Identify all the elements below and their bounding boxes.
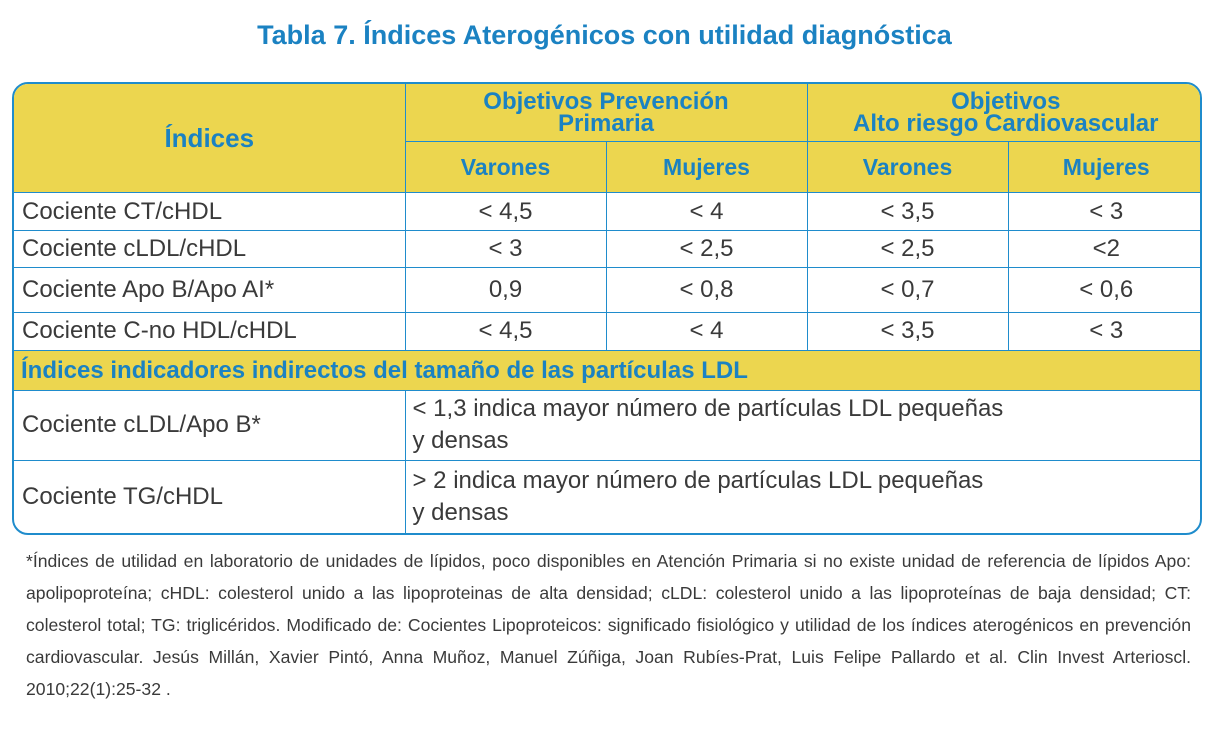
cell-value: < 0,8 xyxy=(605,267,808,313)
cell-value: < 2,5 xyxy=(806,229,1009,269)
cell-value: <2 xyxy=(1007,229,1200,269)
header-group2-line1: Objetivos xyxy=(951,87,1061,115)
table-row: Cociente TG/cHDL > 2 indica mayor número… xyxy=(14,459,1200,533)
row-description: < 1,3 indica mayor número de partículas … xyxy=(404,390,1200,461)
cell-value: 0,9 xyxy=(404,267,607,313)
row-description: > 2 indica mayor número de partículas LD… xyxy=(404,459,1200,533)
cell-value: < 0,7 xyxy=(806,267,1009,313)
cell-value: < 4,5 xyxy=(404,311,607,351)
table-row: Cociente Apo B/Apo AI* 0,9 < 0,8 < 0,7 <… xyxy=(14,267,1200,313)
row-label: Cociente cLDL/cHDL xyxy=(14,229,406,269)
row-label: Cociente CT/cHDL xyxy=(14,192,406,231)
header-prevencion-primaria: Objetivos Prevención Primaria xyxy=(404,84,808,142)
row-label: Cociente cLDL/Apo B* xyxy=(14,390,406,461)
description-line: > 2 indica mayor número de partículas LD… xyxy=(412,466,984,494)
cell-value: < 3,5 xyxy=(806,311,1009,351)
cell-value: < 4 xyxy=(605,192,808,231)
header-alto-riesgo: Objetivos Alto riesgo Cardiovascular xyxy=(806,84,1200,142)
table-row: Cociente CT/cHDL < 4,5 < 4 < 3,5 < 3 xyxy=(14,192,1200,231)
header-mujeres-1: Mujeres xyxy=(605,140,808,194)
table-title: Tabla 7. Índices Aterogénicos con utilid… xyxy=(257,20,952,50)
table-row: Cociente C-no HDL/cHDL < 4,5 < 4 < 3,5 <… xyxy=(14,311,1200,351)
footnote: *Índices de utilidad en laboratorio de u… xyxy=(26,551,1191,699)
header-varones-1: Varones xyxy=(405,140,607,194)
table-row: Cociente cLDL/Apo B* < 1,3 indica mayor … xyxy=(14,390,1200,461)
cell-value: < 2,5 xyxy=(605,229,808,269)
description-line: y densas xyxy=(412,427,509,455)
cell-value: < 3,5 xyxy=(806,192,1009,231)
cell-value: < 3 xyxy=(1007,311,1200,351)
header-group2-line2: Alto riesgo Cardiovascular xyxy=(853,109,1159,137)
cell-value: < 4 xyxy=(605,311,808,351)
cell-value: < 3 xyxy=(404,229,607,269)
row-label: Cociente TG/cHDL xyxy=(14,459,406,533)
description-line: < 1,3 indica mayor número de partículas … xyxy=(412,395,1004,423)
header-indices: Índices xyxy=(14,84,406,194)
description-line: y densas xyxy=(412,498,509,526)
header-group1-line1: Objetivos Prevención xyxy=(483,87,729,115)
row-label: Cociente Apo B/Apo AI* xyxy=(14,267,406,313)
cell-value: < 3 xyxy=(1007,192,1200,231)
cell-value: < 4,5 xyxy=(404,192,607,231)
cell-value: < 0,6 xyxy=(1007,267,1200,313)
header-mujeres-2: Mujeres xyxy=(1007,140,1200,194)
table-row: Cociente cLDL/cHDL < 3 < 2,5 < 2,5 <2 xyxy=(14,229,1200,269)
section-title: Índices indicadores indirectos del tamañ… xyxy=(14,349,1200,392)
row-label: Cociente C-no HDL/cHDL xyxy=(14,311,406,351)
header-varones-2: Varones xyxy=(806,140,1009,194)
atherogenic-indices-table: Índices Objetivos Prevención Primaria Ob… xyxy=(12,82,1202,535)
header-group1-line2: Primaria xyxy=(557,109,655,137)
